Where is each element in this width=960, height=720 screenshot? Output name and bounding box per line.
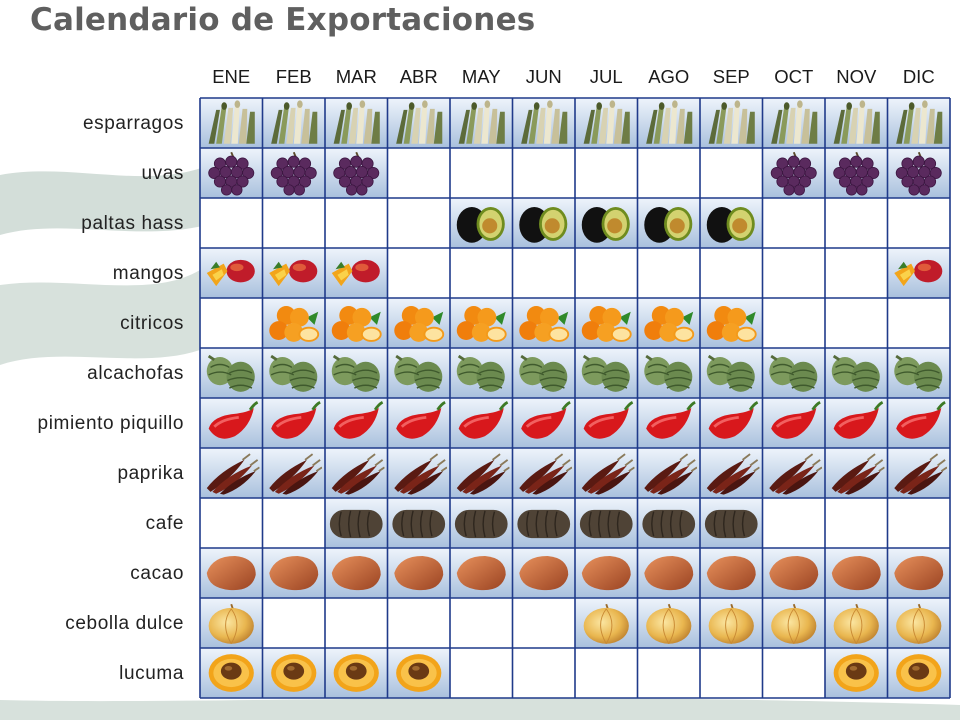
cell-cebolla-dulce-may: [450, 598, 513, 648]
cell-cafe-feb: [262, 498, 325, 548]
row-label-mangos: mangos: [113, 263, 184, 284]
cell-lucuma-may: [450, 648, 513, 698]
cell-lucuma-jul: [575, 648, 638, 698]
month-header-nov: NOV: [836, 66, 877, 87]
row-label-alcachofas: alcachofas: [87, 363, 184, 384]
row-label-paltas-hass: paltas hass: [81, 213, 184, 234]
month-header-jul: JUL: [590, 66, 623, 87]
cell-cebolla-dulce-mar: [325, 598, 388, 648]
cell-paltas-hass-oct: [762, 198, 825, 248]
cell-paltas-hass-abr: [387, 198, 450, 248]
cell-paltas-hass-mar: [325, 198, 388, 248]
coffee-sack-icon: [579, 509, 634, 539]
cell-lucuma-ago: [637, 648, 700, 698]
coffee-sack-icon: [641, 509, 696, 539]
month-header-ago: AGO: [648, 66, 689, 87]
cell-citricos-ene: [200, 298, 263, 348]
lucuma-icon: [833, 654, 879, 692]
cell-citricos-dic: [887, 298, 950, 348]
cell-paltas-hass-feb: [262, 198, 325, 248]
cell-cebolla-dulce-jun: [512, 598, 575, 648]
cell-uvas-jun: [512, 148, 575, 198]
month-header-abr: ABR: [400, 66, 438, 87]
avocado-icon: [644, 206, 693, 243]
avocado-icon: [456, 206, 505, 243]
cell-uvas-ago: [637, 148, 700, 198]
cell-uvas-jul: [575, 148, 638, 198]
row-label-cebolla-dulce: cebolla dulce: [65, 613, 184, 634]
row-label-cacao: cacao: [130, 563, 184, 584]
cell-mangos-jul: [575, 248, 638, 298]
row-label-pimiento-piquillo: pimiento piquillo: [38, 413, 184, 434]
cell-cafe-dic: [887, 498, 950, 548]
cell-mangos-jun: [512, 248, 575, 298]
row-label-lucuma: lucuma: [119, 663, 184, 684]
cell-mangos-sep: [700, 248, 763, 298]
cell-uvas-sep: [700, 148, 763, 198]
cell-lucuma-sep: [700, 648, 763, 698]
row-label-citricos: citricos: [120, 313, 184, 334]
cell-mangos-may: [450, 248, 513, 298]
cell-cafe-nov: [825, 498, 888, 548]
cell-uvas-may: [450, 148, 513, 198]
background-wave-middle: [0, 270, 200, 365]
coffee-sack-icon: [329, 509, 384, 539]
lucuma-icon: [271, 654, 317, 692]
coffee-sack-icon: [391, 509, 446, 539]
month-header-dic: DIC: [903, 66, 935, 87]
month-header-jun: JUN: [526, 66, 562, 87]
cell-paltas-hass-ene: [200, 198, 263, 248]
lucuma-icon: [396, 654, 442, 692]
background-wave-bottom: [0, 698, 960, 720]
coffee-sack-icon: [704, 509, 759, 539]
background-wave-top: [0, 150, 235, 235]
cell-mangos-oct: [762, 248, 825, 298]
cell-paltas-hass-nov: [825, 198, 888, 248]
lucuma-icon: [333, 654, 379, 692]
cell-citricos-oct: [762, 298, 825, 348]
cell-lucuma-jun: [512, 648, 575, 698]
cell-citricos-nov: [825, 298, 888, 348]
cell-mangos-abr: [387, 248, 450, 298]
month-header-may: MAY: [462, 66, 501, 87]
avocado-icon: [706, 206, 755, 243]
avocado-icon: [519, 206, 568, 243]
row-label-paprika: paprika: [117, 463, 184, 484]
month-header-oct: OCT: [774, 66, 813, 87]
page-title: Calendario de Exportaciones: [30, 2, 536, 38]
month-header-mar: MAR: [336, 66, 377, 87]
coffee-sack-icon: [516, 509, 571, 539]
cell-cafe-oct: [762, 498, 825, 548]
row-label-uvas: uvas: [141, 163, 184, 184]
row-label-esparragos: esparragos: [83, 113, 184, 134]
month-header-sep: SEP: [713, 66, 750, 87]
month-header-ene: ENE: [212, 66, 250, 87]
cell-cebolla-dulce-feb: [262, 598, 325, 648]
lucuma-icon: [208, 654, 254, 692]
coffee-sack-icon: [454, 509, 509, 539]
avocado-icon: [581, 206, 630, 243]
cell-mangos-ago: [637, 248, 700, 298]
cell-cafe-ene: [200, 498, 263, 548]
lucuma-icon: [896, 654, 942, 692]
cell-paltas-hass-dic: [887, 198, 950, 248]
cell-lucuma-oct: [762, 648, 825, 698]
cell-uvas-abr: [387, 148, 450, 198]
cell-cebolla-dulce-abr: [387, 598, 450, 648]
cell-mangos-nov: [825, 248, 888, 298]
row-label-cafe: cafe: [146, 513, 184, 534]
month-header-feb: FEB: [276, 66, 312, 87]
